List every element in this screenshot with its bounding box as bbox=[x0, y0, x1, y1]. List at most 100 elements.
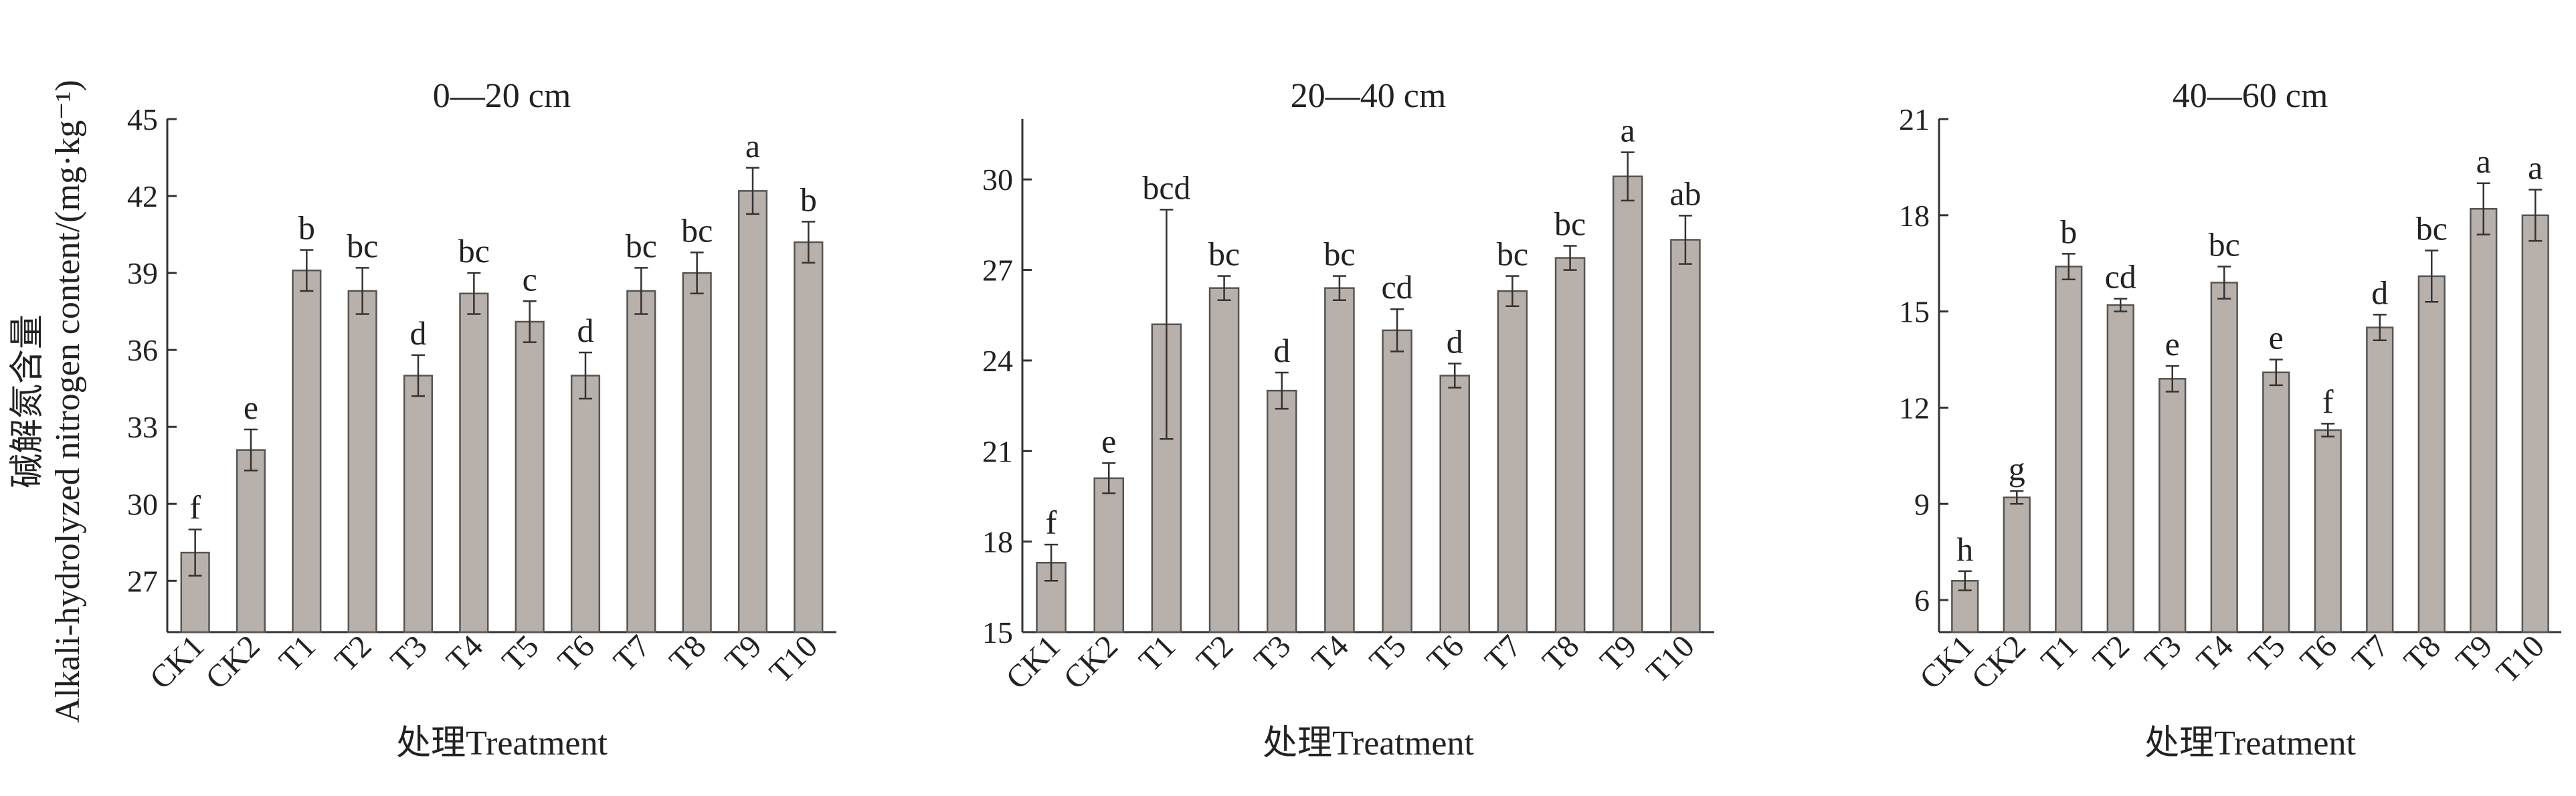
significance-letter: bc bbox=[626, 227, 657, 264]
significance-letter: bcd bbox=[1142, 169, 1190, 206]
x-tick-label: T7 bbox=[1478, 628, 1528, 678]
bar-t7 bbox=[626, 290, 656, 633]
significance-letter: d bbox=[1273, 332, 1290, 369]
panel-title: 0—20 cm bbox=[433, 77, 571, 115]
significance-letter: a bbox=[2476, 142, 2491, 180]
x-tick-label: T3 bbox=[2138, 628, 2188, 678]
y-tick-label: 42 bbox=[127, 179, 158, 213]
significance-letter: b bbox=[2060, 213, 2077, 250]
bar-t9 bbox=[2470, 207, 2498, 633]
error-bar bbox=[2476, 182, 2490, 235]
significance-letter: cd bbox=[1381, 268, 1412, 306]
bar-t4 bbox=[2210, 282, 2238, 633]
significance-letter: d bbox=[1447, 322, 1463, 360]
panel-0-20cm: 0—20 cm27303336394245fCK1eCK2bT1bcT2dT3b… bbox=[127, 77, 836, 763]
error-bar bbox=[634, 267, 648, 315]
significance-letter: c bbox=[523, 260, 537, 298]
x-axis-title: 处理Treatment bbox=[2144, 724, 2356, 763]
x-tick-label: T2 bbox=[2086, 628, 2136, 678]
error-bar bbox=[355, 267, 369, 315]
error-bar bbox=[2217, 266, 2231, 300]
x-tick-label: T6 bbox=[1420, 628, 1471, 678]
error-bar bbox=[2061, 253, 2076, 280]
significance-letter: bc bbox=[1497, 235, 1528, 273]
y-axis-label-en: Alkali-hydrolyzed nitrogen content/(mg·k… bbox=[49, 80, 87, 722]
x-tick-label: CK1 bbox=[143, 628, 211, 696]
significance-letter: f bbox=[189, 489, 201, 526]
y-tick-label: 15 bbox=[982, 615, 1013, 650]
y-tick-label: 27 bbox=[982, 254, 1013, 288]
bar-t8 bbox=[2417, 275, 2446, 633]
significance-letter: a bbox=[745, 127, 760, 165]
significance-letter: d bbox=[2371, 274, 2388, 311]
error-bar bbox=[523, 300, 537, 343]
bar-t1 bbox=[292, 270, 322, 633]
bar-t10 bbox=[1670, 239, 1701, 633]
panel-title: 40—60 cm bbox=[2173, 77, 2328, 115]
significance-letter: f bbox=[2322, 383, 2334, 420]
bar-t10 bbox=[2521, 214, 2549, 633]
y-axis-label-cn: 碱解氮含量 bbox=[9, 314, 47, 488]
significance-letter: g bbox=[2009, 450, 2025, 488]
significance-letter: ab bbox=[1669, 175, 1701, 212]
significance-letter: bc bbox=[458, 232, 490, 270]
significance-letter: e bbox=[2165, 325, 2180, 363]
error-bar bbox=[1958, 570, 1972, 591]
error-bar bbox=[802, 221, 816, 264]
y-tick-label: 15 bbox=[1899, 295, 1930, 329]
bar-ck2 bbox=[2003, 496, 2031, 633]
significance-letter: bc bbox=[1323, 235, 1355, 273]
error-bar bbox=[467, 272, 481, 315]
y-tick-label: 21 bbox=[1899, 102, 1930, 136]
bar-t5 bbox=[2262, 371, 2290, 633]
x-tick-label: CK1 bbox=[1913, 628, 1981, 696]
x-tick-label: T7 bbox=[2345, 628, 2395, 678]
x-tick-label: T4 bbox=[1305, 628, 1356, 678]
error-bar bbox=[2425, 250, 2439, 303]
error-bar bbox=[2010, 490, 2024, 505]
error-bar bbox=[746, 167, 759, 215]
x-tick-label: T4 bbox=[440, 628, 490, 678]
bar-t9 bbox=[737, 190, 768, 633]
x-tick-label: CK2 bbox=[1056, 628, 1125, 696]
significance-letter: bc bbox=[2416, 210, 2448, 247]
bar-t3 bbox=[1266, 389, 1297, 633]
y-tick-label: 27 bbox=[127, 564, 158, 598]
x-tick-label: T9 bbox=[1593, 628, 1643, 678]
error-bar bbox=[579, 351, 592, 400]
x-tick-label: T3 bbox=[1247, 628, 1297, 678]
bar-t5 bbox=[515, 320, 545, 633]
bar-t6 bbox=[1439, 375, 1471, 633]
error-bar bbox=[188, 528, 202, 577]
y-tick-label: 6 bbox=[1914, 583, 1930, 617]
error-bar bbox=[1332, 275, 1346, 301]
x-tick-label: T3 bbox=[384, 628, 434, 678]
y-tick-label: 30 bbox=[127, 487, 158, 521]
x-tick-label: T5 bbox=[2241, 628, 2292, 678]
significance-letter: bc bbox=[2209, 226, 2240, 264]
x-tick-label: T6 bbox=[2294, 628, 2344, 678]
bar-t4 bbox=[1324, 287, 1355, 633]
y-tick-label: 45 bbox=[127, 102, 158, 136]
bar-t6 bbox=[570, 375, 601, 633]
bar-t2 bbox=[347, 290, 377, 633]
bar-t10 bbox=[794, 241, 824, 633]
bar-t4 bbox=[459, 292, 489, 633]
significance-letter: b bbox=[298, 209, 315, 247]
y-tick-label: 36 bbox=[127, 333, 158, 367]
error-bar bbox=[2373, 314, 2387, 342]
x-tick-label: T1 bbox=[1132, 628, 1182, 678]
significance-letter: bc bbox=[681, 211, 713, 249]
bar-t8 bbox=[1554, 257, 1586, 633]
error-bar bbox=[1044, 543, 1059, 582]
panel-20-40cm: 20—40 cm151821242730fCK1eCK2bcdT1bcT2dT3… bbox=[982, 77, 1714, 763]
error-bar bbox=[1160, 209, 1174, 440]
error-bar bbox=[1390, 308, 1404, 353]
panel-title: 20—40 cm bbox=[1291, 77, 1447, 115]
bar-t6 bbox=[2314, 429, 2342, 633]
panel-40-60cm: 40—60 cm 6 9 12 15 18 21 h CK1 g CK2 b T1 cd T2 e T3 bc T4… bbox=[1899, 77, 2561, 763]
y-tick-label: 21 bbox=[982, 434, 1013, 468]
error-bar bbox=[300, 249, 314, 292]
error-bar bbox=[690, 252, 704, 295]
